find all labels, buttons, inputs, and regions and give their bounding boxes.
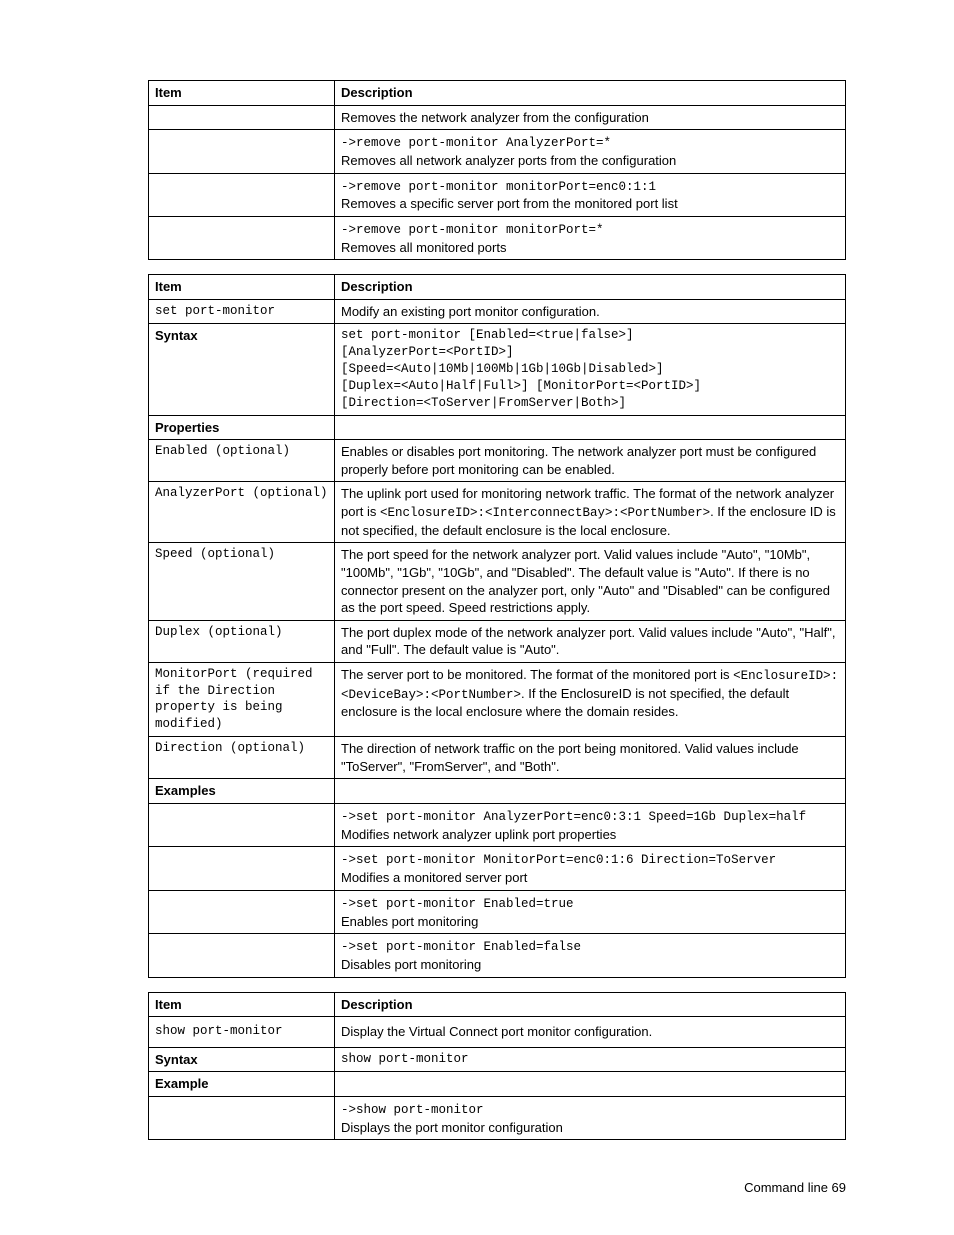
cell-item	[149, 847, 335, 890]
prop-desc: The uplink port used for monitoring netw…	[335, 482, 846, 543]
examples-label: Examples	[149, 779, 335, 804]
table-header-row: Item Description	[149, 275, 846, 300]
syntax-label: Syntax	[149, 1047, 335, 1072]
cell-desc: Removes the network analyzer from the co…	[335, 105, 846, 130]
cmd-text: ->set port-monitor MonitorPort=enc0:1:6 …	[341, 853, 776, 867]
prop-desc: The direction of network traffic on the …	[335, 737, 846, 779]
prop-name: Direction (optional)	[149, 737, 335, 779]
prop-name: MonitorPort (required if the Direction p…	[149, 662, 335, 737]
cell-desc: ->remove port-monitor monitorPort=enc0:1…	[335, 173, 846, 216]
table-row: ->remove port-monitor AnalyzerPort=* Rem…	[149, 130, 846, 173]
table-row: ->remove port-monitor monitorPort=enc0:1…	[149, 173, 846, 216]
cell-empty	[335, 1072, 846, 1097]
cell-item	[149, 1096, 335, 1139]
table-row: Removes the network analyzer from the co…	[149, 105, 846, 130]
cell-item	[149, 216, 335, 259]
prop-name: AnalyzerPort (optional)	[149, 482, 335, 543]
cmd-text: ->set port-monitor Enabled=true	[341, 897, 574, 911]
header-desc: Description	[335, 992, 846, 1017]
cell-item	[149, 890, 335, 933]
prop-name: Speed (optional)	[149, 543, 335, 620]
prop-desc: The port speed for the network analyzer …	[335, 543, 846, 620]
cmd-text: ->remove port-monitor AnalyzerPort=*	[341, 136, 611, 150]
table-row: Example	[149, 1072, 846, 1097]
cell-desc: ->set port-monitor MonitorPort=enc0:1:6 …	[335, 847, 846, 890]
desc-text: Displays the port monitor configuration	[341, 1120, 563, 1135]
table-row: Direction (optional) The direction of ne…	[149, 737, 846, 779]
table-row: Syntax set port-monitor [Enabled=<true|f…	[149, 324, 846, 415]
table-set-port-monitor: Item Description set port-monitor Modify…	[148, 274, 846, 977]
header-item: Item	[149, 275, 335, 300]
table-row: ->set port-monitor MonitorPort=enc0:1:6 …	[149, 847, 846, 890]
header-item: Item	[149, 992, 335, 1017]
desc-text: Modifies network analyzer uplink port pr…	[341, 827, 616, 842]
cell-item	[149, 105, 335, 130]
table-header-row: Item Description	[149, 81, 846, 106]
table-row: ->show port-monitor Displays the port mo…	[149, 1096, 846, 1139]
cell-desc: ->remove port-monitor monitorPort=* Remo…	[335, 216, 846, 259]
prop-name: Enabled (optional)	[149, 440, 335, 482]
table-row: ->remove port-monitor monitorPort=* Remo…	[149, 216, 846, 259]
desc-text: Removes a specific server port from the …	[341, 196, 678, 211]
cmd-text: ->remove port-monitor monitorPort=enc0:1…	[341, 180, 656, 194]
desc-code: <EnclosureID>:<InterconnectBay>:<PortNum…	[380, 506, 710, 520]
table-row: AnalyzerPort (optional) The uplink port …	[149, 482, 846, 543]
desc-text: Removes all monitored ports	[341, 240, 506, 255]
prop-desc: The server port to be monitored. The for…	[335, 662, 846, 737]
table-row: Syntax show port-monitor	[149, 1047, 846, 1072]
cmd-text: ->set port-monitor Enabled=false	[341, 940, 581, 954]
desc-text: Removes all network analyzer ports from …	[341, 153, 676, 168]
table-row: set port-monitor Modify an existing port…	[149, 299, 846, 324]
cell-command-name: show port-monitor	[149, 1017, 335, 1048]
cell-desc: ->set port-monitor AnalyzerPort=enc0:3:1…	[335, 803, 846, 846]
cell-empty	[335, 779, 846, 804]
table-row: Enabled (optional) Enables or disables p…	[149, 440, 846, 482]
syntax-code: show port-monitor	[335, 1047, 846, 1072]
cell-desc: ->show port-monitor Displays the port mo…	[335, 1096, 846, 1139]
table-row: ->set port-monitor AnalyzerPort=enc0:3:1…	[149, 803, 846, 846]
prop-name: Duplex (optional)	[149, 620, 335, 662]
desc-pre: The server port to be monitored. The for…	[341, 667, 733, 682]
table-row: Properties	[149, 415, 846, 440]
table-row: MonitorPort (required if the Direction p…	[149, 662, 846, 737]
cell-desc: ->set port-monitor Enabled=false Disable…	[335, 934, 846, 977]
table-row: show port-monitor Display the Virtual Co…	[149, 1017, 846, 1048]
header-item: Item	[149, 81, 335, 106]
syntax-label: Syntax	[149, 324, 335, 415]
cmd-text: ->set port-monitor AnalyzerPort=enc0:3:1…	[341, 810, 806, 824]
table-show-port-monitor: Item Description show port-monitor Displ…	[148, 992, 846, 1141]
table-row: Duplex (optional) The port duplex mode o…	[149, 620, 846, 662]
properties-label: Properties	[149, 415, 335, 440]
desc-text: Enables port monitoring	[341, 914, 478, 929]
table-row: Examples	[149, 779, 846, 804]
cell-command-name: set port-monitor	[149, 299, 335, 324]
table-row: Speed (optional) The port speed for the …	[149, 543, 846, 620]
table-row: ->set port-monitor Enabled=false Disable…	[149, 934, 846, 977]
cell-desc: ->remove port-monitor AnalyzerPort=* Rem…	[335, 130, 846, 173]
cell-item	[149, 803, 335, 846]
cell-item	[149, 934, 335, 977]
desc-text: Modifies a monitored server port	[341, 870, 527, 885]
prop-desc: The port duplex mode of the network anal…	[335, 620, 846, 662]
page-footer: Command line 69	[744, 1180, 846, 1195]
prop-desc: Enables or disables port monitoring. The…	[335, 440, 846, 482]
cell-item	[149, 173, 335, 216]
header-desc: Description	[335, 81, 846, 106]
syntax-code: set port-monitor [Enabled=<true|false>] …	[335, 324, 846, 415]
cell-empty	[335, 415, 846, 440]
table-remove-port-monitor: Item Description Removes the network ana…	[148, 80, 846, 260]
cmd-text: ->remove port-monitor monitorPort=*	[341, 223, 604, 237]
cell-desc: ->set port-monitor Enabled=true Enables …	[335, 890, 846, 933]
cell-command-desc: Display the Virtual Connect port monitor…	[335, 1017, 846, 1048]
cell-item	[149, 130, 335, 173]
table-header-row: Item Description	[149, 992, 846, 1017]
cmd-text: ->show port-monitor	[341, 1103, 484, 1117]
cell-command-desc: Modify an existing port monitor configur…	[335, 299, 846, 324]
example-label: Example	[149, 1072, 335, 1097]
desc-text: Disables port monitoring	[341, 957, 481, 972]
table-row: ->set port-monitor Enabled=true Enables …	[149, 890, 846, 933]
header-desc: Description	[335, 275, 846, 300]
